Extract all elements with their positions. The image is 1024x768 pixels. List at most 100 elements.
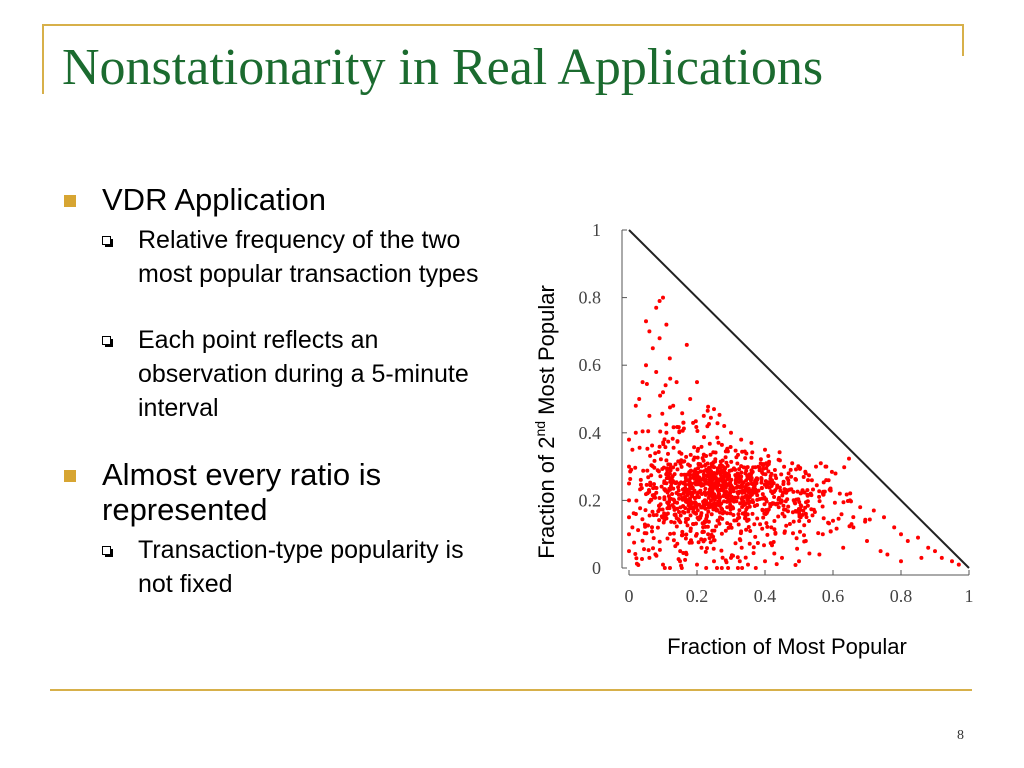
data-point	[662, 497, 667, 502]
data-point	[649, 473, 654, 478]
data-point	[642, 547, 646, 552]
data-point	[688, 490, 693, 495]
data-point	[790, 510, 795, 515]
data-point	[672, 512, 677, 517]
data-point	[731, 513, 736, 517]
data-point	[939, 555, 944, 560]
data-point	[785, 497, 790, 502]
data-point	[651, 513, 656, 518]
data-point	[648, 453, 653, 458]
data-point	[637, 445, 642, 450]
data-point	[708, 415, 713, 420]
data-point	[701, 469, 706, 474]
data-point	[712, 407, 716, 412]
data-point	[807, 551, 812, 556]
data-point	[702, 537, 707, 542]
data-point	[661, 440, 666, 445]
data-point	[772, 495, 777, 499]
data-point	[675, 439, 680, 444]
checkbox-bullet-icon	[102, 336, 113, 347]
data-point	[658, 429, 663, 434]
data-point	[803, 511, 808, 516]
data-point	[674, 380, 679, 385]
bullet-item: Almost every ratio is represented	[60, 457, 500, 527]
data-point	[802, 539, 807, 544]
data-point	[681, 481, 686, 486]
data-point	[710, 461, 715, 466]
data-point	[933, 549, 937, 554]
data-point	[782, 464, 787, 469]
data-point	[768, 541, 773, 546]
data-point	[759, 477, 764, 482]
data-point	[715, 421, 720, 426]
data-point	[744, 527, 749, 532]
data-point	[684, 342, 689, 347]
data-point	[761, 515, 766, 520]
data-point	[798, 507, 803, 512]
data-point	[804, 515, 809, 520]
data-point	[654, 490, 659, 495]
data-point	[711, 546, 716, 551]
data-point	[781, 503, 786, 508]
data-point	[711, 503, 716, 508]
data-point	[794, 509, 799, 514]
data-point	[747, 541, 752, 546]
data-point	[647, 413, 652, 418]
data-point	[675, 541, 680, 546]
data-point	[643, 524, 648, 529]
data-point	[707, 441, 712, 446]
data-point	[737, 537, 742, 542]
data-point	[719, 468, 724, 473]
data-point	[788, 467, 793, 472]
data-point	[784, 523, 789, 528]
data-point	[670, 492, 675, 496]
data-point	[753, 487, 758, 491]
data-point	[646, 548, 651, 553]
data-point	[698, 513, 703, 518]
data-point	[628, 477, 633, 481]
data-point	[703, 486, 708, 491]
data-point	[671, 479, 675, 483]
data-point	[675, 425, 680, 429]
data-point	[867, 517, 872, 522]
boundary-line	[628, 229, 970, 569]
data-point	[664, 481, 669, 486]
data-point	[640, 557, 644, 561]
data-point	[800, 512, 805, 517]
data-point	[627, 481, 631, 486]
data-point	[688, 526, 693, 531]
data-point	[634, 561, 639, 566]
data-point	[759, 480, 764, 485]
data-point	[640, 380, 645, 385]
data-point	[650, 529, 654, 534]
data-point	[758, 457, 763, 462]
square-bullet-icon	[64, 195, 76, 207]
data-point	[701, 525, 706, 530]
data-point	[773, 530, 778, 535]
data-point	[658, 457, 663, 462]
data-point	[743, 456, 748, 461]
data-point	[761, 466, 766, 471]
data-point	[858, 505, 863, 510]
data-point	[684, 532, 689, 537]
data-point	[817, 489, 822, 494]
bullet-item: VDR Application	[60, 182, 500, 217]
data-point	[702, 435, 706, 440]
data-point	[800, 488, 805, 493]
data-point	[782, 487, 787, 492]
data-point	[714, 524, 719, 529]
data-point	[652, 495, 657, 500]
data-point	[627, 549, 631, 554]
data-point	[758, 522, 763, 527]
data-point	[762, 502, 767, 507]
data-point	[794, 477, 798, 482]
data-point	[779, 498, 784, 503]
data-point	[746, 525, 751, 529]
y-axis-label-superscript: nd	[532, 421, 548, 437]
data-point	[828, 529, 833, 534]
data-point	[817, 494, 822, 499]
data-point	[662, 437, 667, 442]
data-point	[807, 473, 811, 478]
data-point	[681, 504, 685, 509]
data-point	[675, 500, 680, 505]
